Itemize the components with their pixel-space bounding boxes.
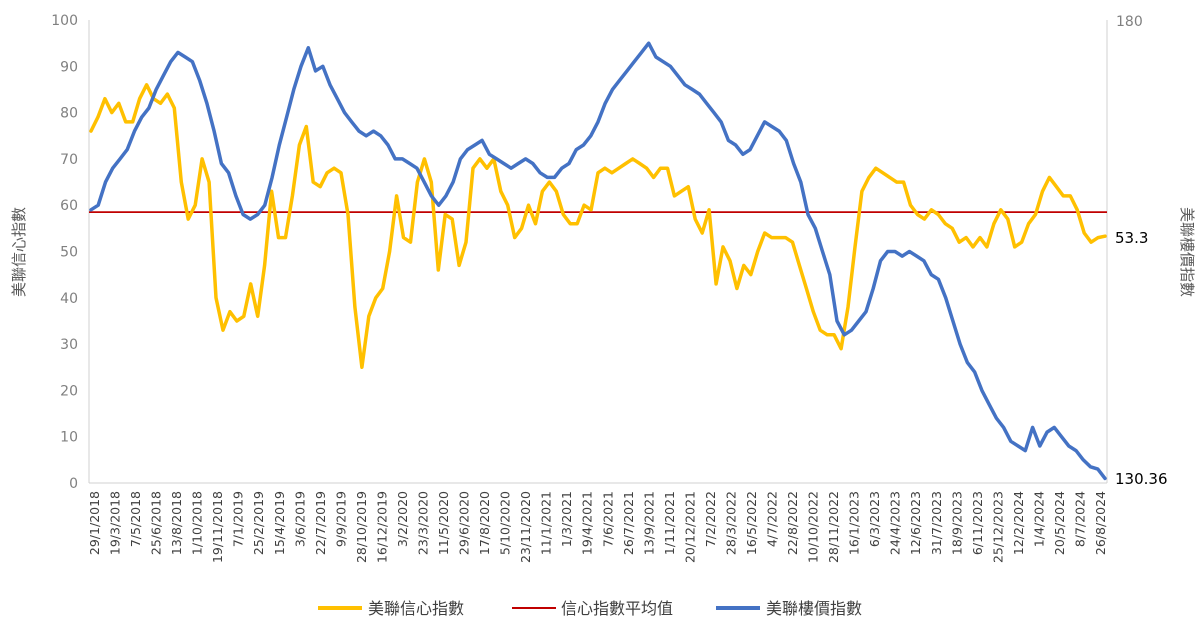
x-tick-label: 25/2/2019 [251,491,266,555]
x-tick-label: 19/4/2021 [580,491,595,555]
x-tick-label: 25/6/2018 [149,491,164,555]
x-tick-label: 20/12/2021 [682,491,697,563]
x-tick-label: 28/3/2022 [723,491,738,555]
legend-label-confidence: 美聯信心指數 [368,599,464,618]
x-tick-label: 13/9/2021 [641,491,656,555]
y-tick-label: 100 [51,13,78,29]
x-tick-label: 23/11/2020 [518,491,533,563]
x-tick-label: 23/3/2020 [416,491,431,555]
x-tick-label: 6/3/2023 [867,491,882,547]
x-tick-label: 1/4/2024 [1031,491,1046,547]
x-tick-label: 29/6/2020 [457,491,472,555]
x-tick-label: 11/5/2020 [436,491,451,555]
y-tick-label: 10 [60,430,78,446]
y-axis-right-top-tick: 180 [1116,14,1143,30]
x-tick-label: 10/10/2022 [806,491,821,563]
x-tick-label: 22/7/2019 [313,491,328,555]
y-tick-label: 20 [60,383,78,399]
x-tick-label: 28/11/2022 [826,491,841,563]
y-ticks-left: 0 10 20 30 40 50 60 70 80 90 100 [51,13,78,492]
y-axis-left-title: 美聯信心指數 [10,207,28,297]
x-tick-label: 3/6/2019 [292,491,307,547]
x-tick-label: 1/3/2021 [559,491,574,547]
x-tick-label: 20/5/2024 [1052,491,1067,555]
x-tick-label: 22/8/2022 [785,491,800,555]
y-tick-label: 30 [60,337,78,353]
series-line-price [89,41,1107,481]
y-tick-label: 50 [60,245,78,261]
x-tick-label: 9/9/2019 [333,491,348,547]
x-tick-label: 12/2/2024 [1011,491,1026,555]
series-line-confidence [89,83,1107,370]
end-label-price: 130.36 [1115,470,1168,488]
x-tick-label: 17/8/2020 [477,491,492,555]
x-tick-label: 4/7/2022 [765,491,780,547]
y-tick-label: 70 [60,152,78,168]
x-tick-label: 16/1/2023 [847,491,862,555]
x-tick-label: 7/2/2022 [703,491,718,547]
x-tick-label: 26/8/2024 [1093,491,1108,555]
x-tick-label: 7/1/2019 [231,491,246,547]
y-tick-label: 40 [60,291,78,307]
x-tick-label: 28/10/2019 [354,491,369,563]
y-tick-label: 90 [60,59,78,75]
x-tick-label: 7/6/2021 [600,491,615,547]
end-label-confidence: 53.3 [1115,229,1148,247]
legend-label-average: 信心指數平均值 [561,599,673,618]
x-tick-label: 29/1/2018 [87,491,102,555]
y-tick-label: 0 [69,476,78,492]
x-tick-label: 8/7/2024 [1073,491,1088,547]
x-tick-label: 3/2/2020 [395,491,410,547]
x-tick-label: 31/7/2023 [929,491,944,555]
x-tick-label: 16/5/2022 [744,491,759,555]
x-tick-label: 16/12/2019 [374,491,389,563]
x-tick-label: 6/11/2023 [970,491,985,555]
x-tick-label: 19/11/2018 [210,491,225,563]
y-axis-right-title: 美聯樓價指數 [1178,207,1196,297]
x-tick-label: 26/7/2021 [621,491,636,555]
x-ticks: 29/1/2018 19/3/2018 7/5/2018 25/6/2018 13/8/… [87,491,1108,563]
x-tick-label: 1/11/2021 [662,491,677,555]
legend-label-price: 美聯樓價指數 [766,599,862,618]
x-tick-label: 25/12/2023 [990,491,1005,563]
x-tick-label: 15/4/2019 [272,491,287,555]
x-tick-label: 1/10/2018 [190,491,205,555]
y-tick-label: 60 [60,198,78,214]
x-tick-label: 5/10/2020 [498,491,513,555]
x-tick-label: 7/5/2018 [128,491,143,547]
legend: 美聯信心指數 信心指數平均值 美聯樓價指數 [318,599,862,618]
x-tick-label: 13/8/2018 [169,491,184,555]
x-tick-label: 11/1/2021 [539,491,554,555]
x-tick-label: 18/9/2023 [949,491,964,555]
x-tick-label: 19/3/2018 [108,491,123,555]
series-layer [89,41,1107,481]
y-tick-label: 80 [60,106,78,122]
plot-frame [88,20,1108,484]
x-tick-label: 12/6/2023 [908,491,923,555]
x-tick-label: 24/4/2023 [888,491,903,555]
